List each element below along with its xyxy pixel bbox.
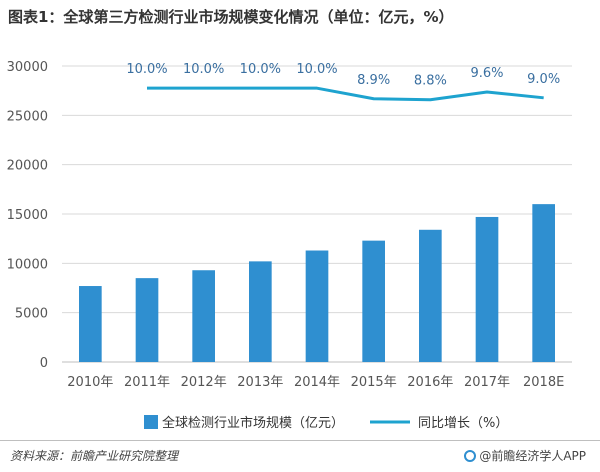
bar [419, 229, 442, 362]
brand-text: @前瞻经济学人APP [479, 449, 586, 463]
x-tick-label: 2012年 [181, 375, 227, 390]
bar [192, 270, 215, 362]
legend-bar-swatch [144, 415, 158, 429]
legend: 全球检测行业市场规模（亿元） 同比增长（%） [144, 415, 508, 431]
x-tick-label: 2010年 [67, 375, 113, 390]
x-tick-label: 2015年 [351, 375, 397, 390]
data-label: 10.0% [240, 62, 281, 77]
y-tick-label: 20000 [7, 159, 48, 174]
data-label: 9.6% [470, 66, 503, 81]
y-tick-label: 15000 [7, 208, 48, 223]
data-label: 10.0% [183, 62, 224, 77]
line-series [147, 86, 544, 102]
data-label: 9.0% [527, 72, 560, 87]
bar [305, 250, 329, 362]
data-label: 8.9% [357, 73, 390, 88]
data-label: 10.0% [296, 62, 337, 77]
bar [135, 278, 159, 362]
source-note: 资料来源：前瞻产业研究院整理 [10, 449, 179, 463]
line-data-labels: 10.0% 10.0% 10.0% 10.0% 8.9% 8.8% 9.6% 9.0% [126, 62, 560, 89]
bar [79, 286, 102, 362]
bar [532, 204, 555, 362]
brand-logo-icon [464, 450, 477, 462]
x-tick-label: 2011年 [124, 375, 170, 390]
y-axis-ticks: 0 5000 10000 15000 20000 25000 30000 [7, 60, 48, 371]
x-tick-label: 2014年 [294, 375, 340, 390]
x-tick-label: 2013年 [237, 375, 283, 390]
y-tick-label: 0 [40, 356, 48, 371]
x-axis-ticks: 2010年 2011年 2012年 2013年 2014年 2015年 2016年 2017年… [67, 375, 564, 390]
legend-bar-label: 全球检测行业市场规模（亿元） [162, 415, 344, 431]
x-tick-label: 2016年 [407, 375, 453, 390]
x-tick-label: 2018E [523, 375, 564, 390]
x-tick-label: 2017年 [464, 375, 510, 390]
bar-series [79, 204, 555, 362]
y-tick-label: 25000 [7, 109, 48, 124]
y-tick-label: 5000 [15, 307, 48, 322]
growth-line [147, 86, 544, 102]
chart-title: 图表1：全球第三方检测行业市场规模变化情况（单位：亿元，%） [8, 8, 454, 26]
bar [249, 261, 272, 362]
data-label: 8.8% [414, 74, 447, 89]
footer-divider [0, 440, 600, 441]
bar [475, 216, 499, 362]
brand-credit: @前瞻经济学人APP [464, 447, 586, 464]
data-label: 10.0% [126, 62, 167, 77]
y-tick-label: 10000 [7, 257, 48, 272]
legend-line-label: 同比增长（%） [418, 416, 508, 431]
y-tick-label: 30000 [7, 60, 48, 75]
bar [362, 240, 385, 362]
chart: 0 5000 10000 15000 20000 25000 30000 2010年 2011… [7, 60, 572, 431]
